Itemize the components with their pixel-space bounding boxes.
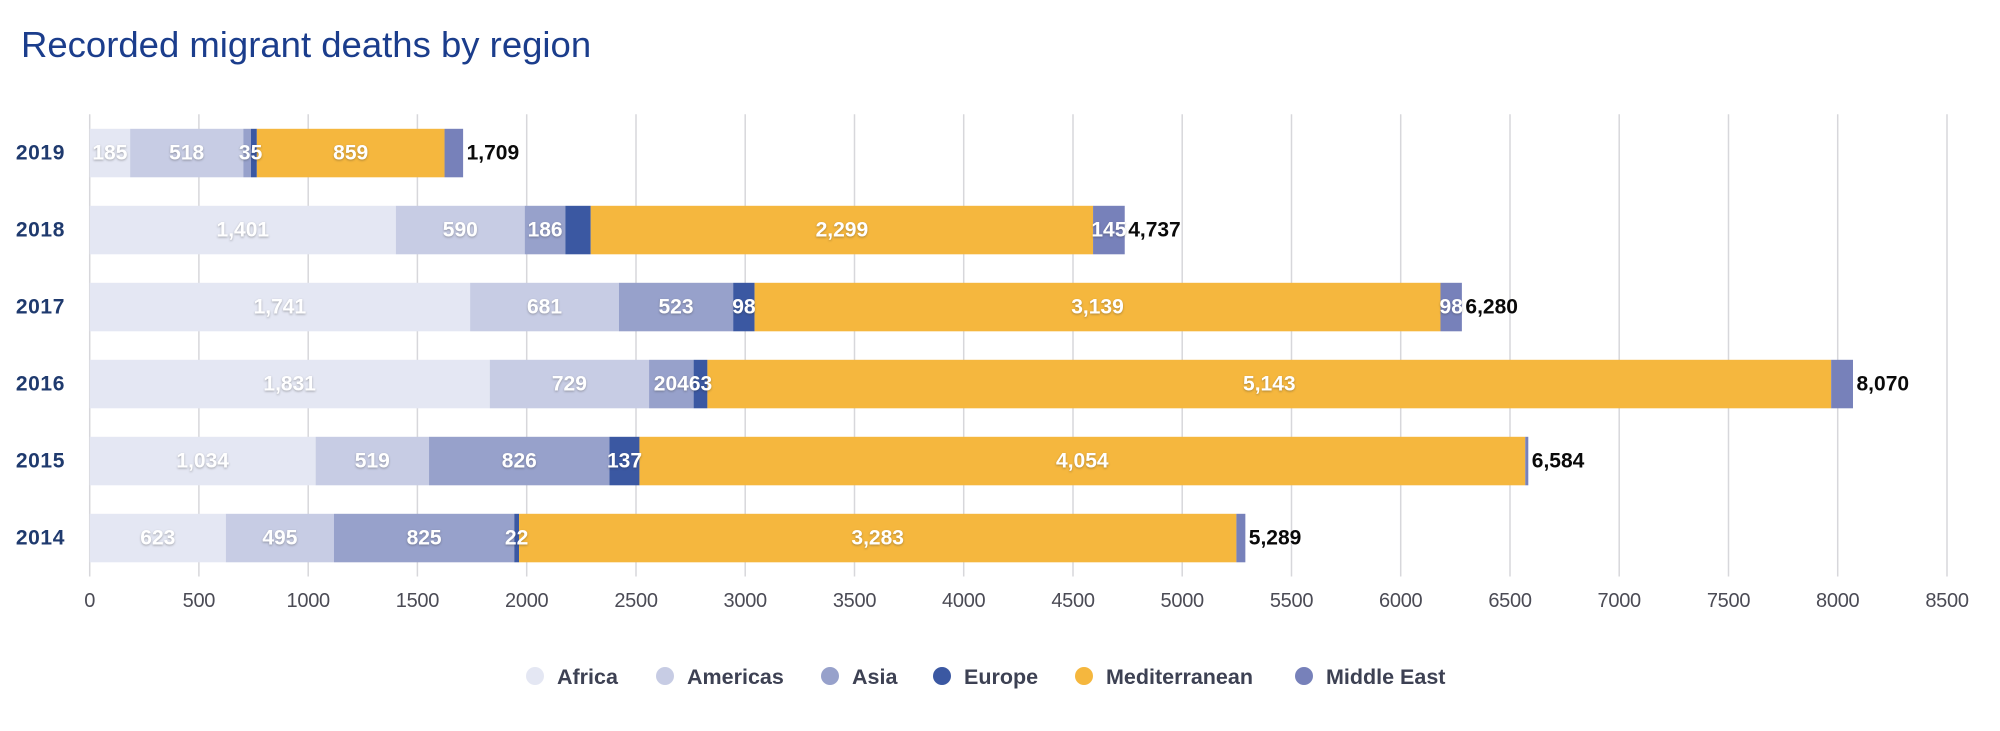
svg-text:6,280: 6,280 xyxy=(1465,296,1518,319)
svg-text:145: 145 xyxy=(1091,219,1126,242)
svg-text:4000: 4000 xyxy=(942,590,985,612)
svg-text:Mediterranean: Mediterranean xyxy=(1106,665,1253,689)
svg-text:Middle East: Middle East xyxy=(1326,665,1445,689)
svg-text:137: 137 xyxy=(607,450,642,473)
svg-text:1,831: 1,831 xyxy=(263,373,316,396)
svg-text:5000: 5000 xyxy=(1161,590,1204,612)
svg-text:6500: 6500 xyxy=(1488,590,1531,612)
svg-text:204: 204 xyxy=(654,373,689,396)
svg-text:8,070: 8,070 xyxy=(1857,373,1910,396)
svg-text:98: 98 xyxy=(1440,296,1464,319)
svg-text:2000: 2000 xyxy=(505,590,548,612)
svg-text:825: 825 xyxy=(407,527,442,550)
svg-text:1,709: 1,709 xyxy=(467,142,520,165)
svg-text:22: 22 xyxy=(505,527,528,550)
svg-text:2015: 2015 xyxy=(16,450,65,473)
svg-text:Asia: Asia xyxy=(852,665,898,689)
svg-text:6,584: 6,584 xyxy=(1532,450,1585,473)
svg-text:5500: 5500 xyxy=(1270,590,1313,612)
svg-text:518: 518 xyxy=(169,142,204,165)
svg-text:Americas: Americas xyxy=(687,665,784,689)
svg-text:2019: 2019 xyxy=(16,142,65,165)
svg-text:3000: 3000 xyxy=(724,590,767,612)
svg-text:4,054: 4,054 xyxy=(1056,450,1109,473)
svg-text:523: 523 xyxy=(658,296,693,319)
svg-text:4,737: 4,737 xyxy=(1128,219,1181,242)
svg-text:3500: 3500 xyxy=(833,590,876,612)
svg-text:7000: 7000 xyxy=(1598,590,1641,612)
svg-text:8000: 8000 xyxy=(1816,590,1859,612)
svg-text:3,283: 3,283 xyxy=(851,527,904,550)
svg-text:Recorded migrant deaths by reg: Recorded migrant deaths by region xyxy=(21,24,591,65)
svg-text:1,741: 1,741 xyxy=(254,296,307,319)
svg-text:35: 35 xyxy=(239,142,263,165)
svg-text:2,299: 2,299 xyxy=(816,219,869,242)
svg-text:519: 519 xyxy=(355,450,390,473)
svg-text:500: 500 xyxy=(183,590,216,612)
svg-text:1000: 1000 xyxy=(287,590,330,612)
svg-text:590: 590 xyxy=(443,219,478,242)
svg-text:623: 623 xyxy=(140,527,175,550)
svg-text:859: 859 xyxy=(333,142,368,165)
svg-text:6000: 6000 xyxy=(1379,590,1422,612)
svg-text:185: 185 xyxy=(92,142,127,165)
svg-text:681: 681 xyxy=(527,296,562,319)
svg-text:1,034: 1,034 xyxy=(176,450,229,473)
svg-text:5,143: 5,143 xyxy=(1243,373,1296,396)
svg-text:1500: 1500 xyxy=(396,590,439,612)
svg-text:0: 0 xyxy=(84,590,95,612)
svg-text:186: 186 xyxy=(528,219,563,242)
svg-text:2017: 2017 xyxy=(16,296,65,319)
svg-text:4500: 4500 xyxy=(1051,590,1094,612)
svg-text:729: 729 xyxy=(552,373,587,396)
svg-text:Europe: Europe xyxy=(964,665,1038,689)
svg-text:63: 63 xyxy=(689,373,712,396)
svg-text:3,139: 3,139 xyxy=(1071,296,1124,319)
svg-text:5,289: 5,289 xyxy=(1249,527,1302,550)
svg-text:2500: 2500 xyxy=(614,590,657,612)
svg-text:7500: 7500 xyxy=(1707,590,1750,612)
svg-text:8500: 8500 xyxy=(1925,590,1968,612)
svg-text:98: 98 xyxy=(732,296,756,319)
svg-text:2016: 2016 xyxy=(16,373,65,396)
svg-text:1,401: 1,401 xyxy=(217,219,270,242)
svg-text:495: 495 xyxy=(262,527,297,550)
svg-text:2018: 2018 xyxy=(16,219,65,242)
svg-text:Africa: Africa xyxy=(557,665,619,689)
svg-text:826: 826 xyxy=(502,450,537,473)
svg-text:2014: 2014 xyxy=(16,527,65,550)
